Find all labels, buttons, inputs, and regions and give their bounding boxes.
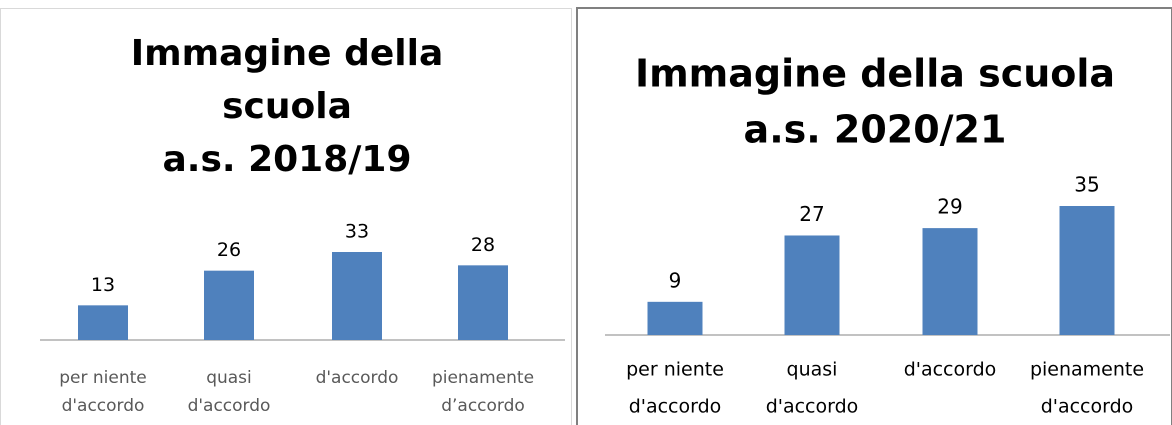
- chart-title: a.s. 2020/21: [744, 108, 1007, 152]
- chart-frame: [0, 8, 572, 425]
- x-tick-label: d'accordo: [629, 396, 722, 418]
- x-tick-label: d'accordo: [904, 359, 997, 381]
- data-label: 13: [91, 274, 115, 296]
- bar: [204, 270, 254, 340]
- x-tick-label: pienamente: [1030, 359, 1144, 381]
- data-label: 35: [1074, 173, 1099, 197]
- x-tick-label: d'accordo: [316, 368, 399, 388]
- data-label: 28: [471, 234, 495, 256]
- bar: [78, 305, 128, 340]
- x-tick-label: per niente: [626, 359, 724, 381]
- bar: [1059, 206, 1115, 335]
- chart-title: a.s. 2018/19: [162, 139, 411, 180]
- x-tick-label: d'accordo: [766, 396, 859, 418]
- x-tick-label: d'accordo: [62, 396, 145, 416]
- x-tick-label: per niente: [59, 368, 147, 388]
- bar: [647, 301, 703, 335]
- data-label: 26: [217, 239, 241, 261]
- data-label: 33: [345, 221, 369, 243]
- data-label: 27: [799, 202, 824, 226]
- bar: [784, 235, 840, 335]
- x-tick-label: quasi: [787, 359, 838, 381]
- x-tick-label: quasi: [206, 368, 252, 388]
- x-tick-label: d'accordo: [1041, 396, 1134, 418]
- bar: [458, 265, 508, 340]
- chart-title: Immagine della: [131, 33, 444, 74]
- data-label: 29: [937, 195, 962, 219]
- chart-title: scuola: [222, 86, 352, 127]
- x-tick-label: pienamente: [432, 368, 534, 388]
- chart-title: Immagine della scuola: [635, 52, 1115, 96]
- bar: [922, 228, 978, 335]
- x-tick-label: d’accordo: [441, 396, 525, 416]
- data-label: 9: [669, 268, 682, 292]
- bar: [332, 252, 382, 340]
- x-tick-label: d'accordo: [188, 396, 271, 416]
